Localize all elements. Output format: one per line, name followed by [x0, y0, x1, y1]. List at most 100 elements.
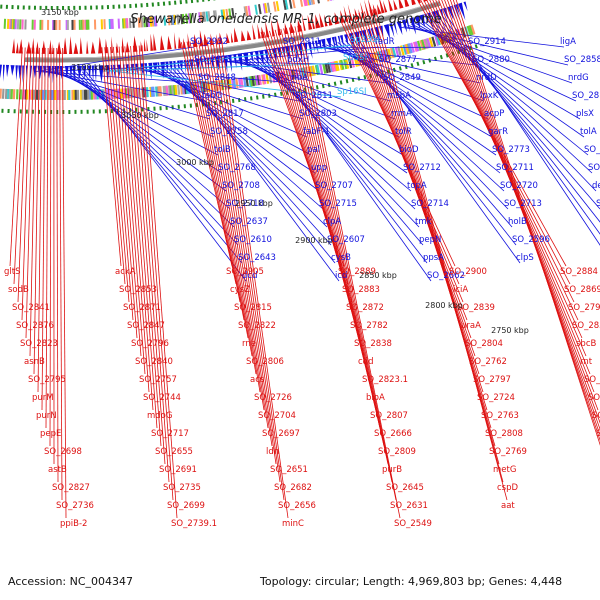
gene-line-so-2823 — [25, 47, 35, 339]
gene-line-so-2763 — [361, 12, 488, 411]
reverse-gene-arrow — [343, 5, 349, 22]
gene-line-glts — [9, 47, 23, 267]
gene-label-plsx: plsX — [576, 109, 594, 119]
gene-label-uraa: uraA — [461, 321, 481, 331]
gene-label-so-2766: SO_2766 — [584, 375, 600, 385]
gene-label-so-2643: SO_2643 — [238, 253, 276, 263]
forward-gene-arrow — [69, 65, 73, 77]
gene-line-so-2651 — [212, 38, 277, 465]
reverse-gene-arrow — [319, 12, 324, 28]
minor-tick — [387, 69, 390, 74]
feature-stripe — [416, 40, 422, 51]
gene-label-liga: ligA — [560, 37, 576, 47]
reverse-gene-arrow — [98, 36, 103, 54]
feature-stripe — [247, 5, 251, 16]
gene-label-so-2715: SO_2715 — [319, 199, 357, 209]
forward-gene-arrow — [157, 62, 160, 73]
gene-label-rrma: rrmA — [391, 109, 412, 119]
forward-gene-arrow — [76, 65, 82, 79]
gene-line-so-2720 — [341, 41, 505, 192]
gene-label-so-2637: SO_2637 — [230, 217, 268, 227]
gene-line-so-2699 — [138, 45, 174, 501]
forward-gene-arrow — [249, 51, 253, 63]
feature-stripe — [407, 43, 413, 54]
feature-stripe — [308, 66, 313, 77]
minor-tick — [249, 96, 253, 101]
gene-label-so-2809: SO_2809 — [378, 447, 416, 457]
gene-line-sodb — [13, 47, 26, 285]
gene-line-so-2640 — [433, 17, 600, 210]
minor-tick — [433, 56, 438, 62]
feature-stripe — [245, 76, 249, 87]
reverse-gene-arrow — [234, 27, 239, 43]
minor-tick — [231, 98, 235, 103]
feature-stripe — [179, 84, 184, 95]
forward-gene-arrow — [339, 35, 344, 47]
forward-gene-arrow — [22, 65, 24, 83]
forward-gene-arrow — [183, 59, 187, 74]
gene-label-acka: ackA — [115, 267, 136, 277]
gene-line-so-2757 — [118, 46, 146, 375]
forward-gene-arrow — [383, 23, 390, 39]
feature-stripe — [251, 75, 256, 87]
gene-label-so-2803: SO_2803 — [299, 109, 337, 119]
forward-gene-arrow — [37, 65, 43, 80]
feature-stripe — [470, 24, 476, 35]
feature-stripe — [431, 36, 437, 47]
minor-tick — [339, 80, 343, 85]
feature-stripe — [150, 86, 154, 97]
gene-label-so-2823: SO_2823 — [20, 339, 58, 349]
gene-label-so-2768: SO_2768 — [218, 163, 256, 173]
gene-label-clps: clpS — [516, 253, 534, 263]
minor-tick — [262, 94, 265, 99]
gene-label-so-2884: SO_2884 — [560, 267, 598, 277]
gene-label-sp16si: Sp16SI — [337, 87, 367, 97]
minor-tick — [315, 85, 319, 90]
gene-label-so-2804: SO_2804 — [465, 339, 503, 349]
feature-stripe — [404, 44, 409, 55]
feature-stripe — [189, 13, 193, 24]
gene-label-rnt: rnt — [580, 357, 593, 367]
gene-label-so-2838: SO_2838 — [354, 339, 392, 349]
gene-label-purm: purM — [32, 393, 54, 403]
reverse-gene-arrow — [265, 20, 270, 38]
gene-label-so-2698: SO_2698 — [44, 447, 82, 457]
gene-line-so-2637 — [74, 71, 235, 228]
minor-tick — [410, 63, 414, 68]
feature-stripe — [326, 62, 332, 73]
forward-gene-arrow — [15, 65, 18, 81]
gene-label-so-2782: SO_2782 — [350, 321, 388, 331]
gene-label-so-2736: SO_2736 — [56, 501, 94, 511]
feature-stripe — [344, 58, 350, 69]
feature-stripe — [424, 38, 430, 49]
gene-label-dcd: dcd — [242, 271, 257, 281]
feature-stripe — [468, 24, 474, 36]
scale-label: 3050 kbp — [121, 111, 159, 120]
feature-stripe — [249, 76, 254, 87]
genome-summary: Topology: circular; Length: 4,969,803 bp… — [260, 575, 563, 588]
reverse-gene-arrow — [393, 0, 398, 11]
kbp-scale: 3150 kbp 3100 kbp 3050 kbp 3000 kbp 2950 kbp… — [41, 8, 529, 335]
reverse-gene-arrow — [69, 36, 73, 54]
forward-gene-arrow — [64, 65, 69, 78]
feature-stripe — [262, 3, 267, 14]
gene-label-so-2699: SO_2699 — [167, 501, 205, 511]
forward-gene-arrow — [307, 41, 313, 59]
gene-label-ppsa: ppsA — [423, 253, 444, 263]
feature-stripe — [238, 77, 242, 88]
forward-gene-arrow — [458, 2, 466, 21]
feature-stripe — [192, 12, 196, 24]
forward-gene-arrow — [370, 27, 376, 46]
gene-line-so-2847 — [110, 46, 134, 321]
feature-stripe — [265, 73, 270, 84]
feature-stripe — [284, 0, 289, 10]
feature-stripe — [261, 74, 265, 85]
feature-stripe — [214, 10, 218, 21]
reverse-gene-arrow — [210, 33, 214, 46]
feature-stripe — [199, 12, 203, 23]
reverse-gene-arrow — [111, 36, 114, 53]
gene-line-clpa — [166, 67, 328, 228]
feature-stripe — [254, 75, 259, 86]
feature-stripe — [292, 0, 296, 9]
feature-stripe — [311, 65, 316, 76]
